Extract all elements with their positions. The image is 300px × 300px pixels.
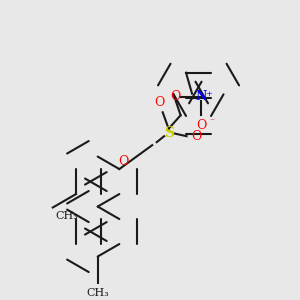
Text: +: + bbox=[205, 90, 212, 98]
Text: ⁻: ⁻ bbox=[209, 118, 214, 127]
Text: N: N bbox=[195, 90, 207, 103]
Text: O: O bbox=[154, 96, 165, 109]
Text: O: O bbox=[191, 130, 201, 143]
Text: CH₃: CH₃ bbox=[86, 288, 109, 298]
Text: O: O bbox=[118, 155, 129, 168]
Text: O: O bbox=[196, 119, 206, 132]
Text: S: S bbox=[164, 126, 174, 140]
Text: CH₃: CH₃ bbox=[56, 211, 79, 220]
Text: O: O bbox=[170, 90, 181, 103]
